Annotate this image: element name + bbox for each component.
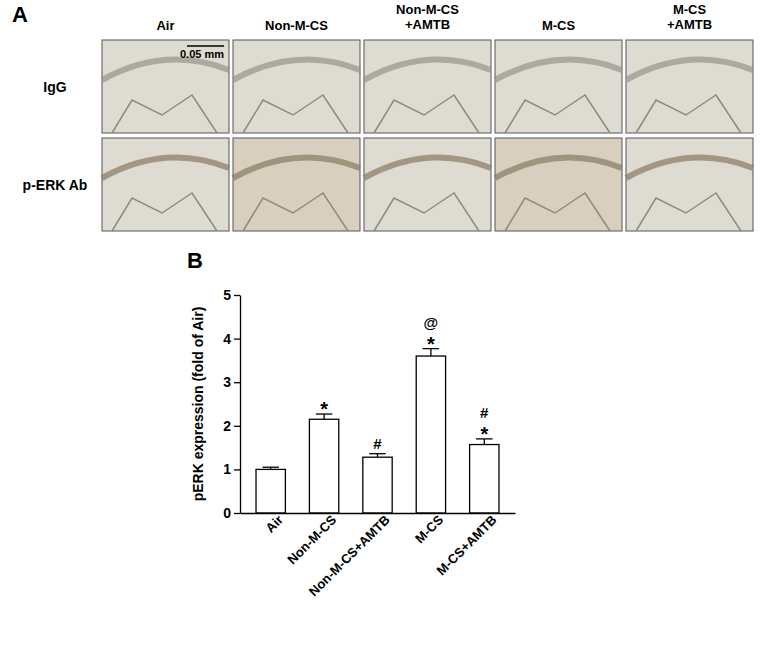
x-tick-label: M-CS	[412, 512, 446, 546]
y-tick-mark	[234, 426, 240, 427]
micrograph	[102, 40, 229, 133]
column-label: Non-M-CS+AMTB	[396, 2, 459, 32]
tissue	[505, 95, 610, 133]
y-tick-label: 1	[223, 461, 231, 477]
tissue	[112, 95, 217, 133]
y-tick: 5	[223, 287, 240, 303]
tissue	[636, 193, 741, 231]
y-tick-mark	[234, 338, 240, 339]
significance-marker: @	[424, 314, 439, 331]
y-tick: 3	[223, 374, 240, 390]
y-tick: 2	[223, 418, 240, 434]
x-tick: Air	[263, 512, 286, 535]
bar	[363, 457, 392, 513]
tissue	[495, 60, 622, 80]
tissue	[112, 193, 217, 231]
micrograph	[233, 138, 360, 231]
panel-label: A	[12, 2, 28, 27]
column-label: Air	[156, 18, 174, 33]
tissue	[505, 193, 610, 231]
bar	[470, 445, 499, 513]
x-tick: M-CS+AMTB	[434, 512, 500, 578]
bar	[256, 469, 285, 513]
y-tick-mark	[234, 382, 240, 383]
x-axis: AirNon-M-CSNon-M-CS+AMTB M-CSM-CS+AMTB	[241, 512, 516, 599]
tissue	[626, 60, 753, 80]
y-tick-mark	[234, 295, 240, 296]
x-tick-label: Non-M-CS	[284, 512, 339, 567]
tissue	[102, 60, 229, 80]
y-tick: 1	[223, 461, 240, 477]
tissue	[636, 95, 741, 133]
y-tick-label: 0	[223, 505, 231, 521]
y-axis-title: pERK expression (fold of Air)	[190, 307, 206, 502]
micrograph	[102, 138, 229, 231]
y-tick-label: 2	[223, 418, 231, 434]
tissue	[364, 158, 491, 178]
y-tick-label: 4	[223, 331, 231, 347]
tissue	[233, 158, 360, 178]
column-label: Non-M-CS	[265, 18, 328, 33]
y-tick: 0	[223, 505, 240, 521]
x-tick: Non-M-CS	[284, 512, 339, 567]
x-axis-line	[241, 513, 516, 514]
tissue	[243, 95, 348, 133]
y-axis: 0 1 2 3 4 5	[223, 287, 240, 521]
bar	[309, 419, 338, 513]
y-tick-mark	[234, 469, 240, 470]
x-tick-label: Non-M-CS+AMTB	[306, 512, 393, 599]
tissue	[102, 158, 229, 178]
significance-marker: *	[427, 333, 435, 355]
tissue	[364, 60, 491, 80]
error-cap	[369, 453, 385, 454]
significance-marker: *	[320, 398, 328, 420]
figure: AAirNon-M-CSNon-M-CS+AMTBM-CSM-CS+AMTBIg…	[0, 0, 760, 664]
tissue	[233, 60, 360, 80]
significance-marker: #	[373, 435, 382, 452]
scale-bar	[187, 45, 224, 47]
y-tick-label: 3	[223, 374, 231, 390]
y-axis-line	[240, 296, 241, 514]
x-tick-label: M-CS+AMTB	[434, 512, 500, 578]
x-tick: M-CS	[412, 512, 446, 546]
plot-area	[256, 349, 499, 513]
column-label: M-CS	[542, 18, 576, 33]
row-label: IgG	[43, 79, 66, 95]
micrograph	[233, 40, 360, 133]
micrograph	[626, 138, 753, 231]
significance-marker: *	[480, 423, 488, 445]
y-tick: 4	[223, 331, 240, 347]
error-cap	[262, 467, 278, 468]
x-tick: Non-M-CS+AMTB	[306, 512, 393, 599]
x-tick-label: Air	[263, 512, 286, 535]
tissue	[374, 193, 479, 231]
scale-bar-label: 0.05 mm	[180, 48, 224, 60]
row-label: p-ERK Ab	[23, 177, 88, 193]
micrograph	[364, 40, 491, 133]
micrograph	[495, 138, 622, 231]
tissue	[495, 158, 622, 178]
tissue	[374, 95, 479, 133]
column-label: M-CS+AMTB	[667, 2, 712, 32]
tissue	[626, 158, 753, 178]
panel-label: B	[187, 248, 203, 273]
tissue	[243, 193, 348, 231]
y-tick-label: 5	[223, 287, 231, 303]
micrograph	[364, 138, 491, 231]
bar	[416, 356, 445, 513]
micrograph	[495, 40, 622, 133]
significance-marker: #	[480, 404, 489, 421]
micrograph	[626, 40, 753, 133]
y-tick-mark	[234, 513, 240, 514]
